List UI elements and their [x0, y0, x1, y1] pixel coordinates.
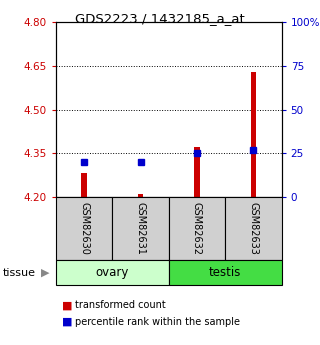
- Text: GSM82631: GSM82631: [136, 202, 146, 255]
- Text: testis: testis: [209, 266, 241, 279]
- Text: ■: ■: [62, 300, 73, 310]
- Bar: [112, 197, 169, 260]
- Text: GSM82633: GSM82633: [248, 202, 259, 255]
- Bar: [194, 147, 200, 197]
- Bar: [251, 72, 256, 197]
- Text: percentile rank within the sample: percentile rank within the sample: [75, 317, 240, 326]
- Text: ■: ■: [62, 317, 73, 326]
- Bar: [169, 197, 225, 260]
- Bar: [56, 197, 112, 260]
- Text: ovary: ovary: [96, 266, 129, 279]
- Text: GDS2223 / 1432185_a_at: GDS2223 / 1432185_a_at: [75, 12, 245, 25]
- Bar: [81, 174, 87, 197]
- Text: GSM82630: GSM82630: [79, 202, 89, 255]
- Bar: [169, 260, 282, 285]
- Bar: [225, 197, 282, 260]
- Text: ▶: ▶: [41, 268, 49, 277]
- Bar: [56, 260, 169, 285]
- Text: GSM82632: GSM82632: [192, 202, 202, 255]
- Text: tissue: tissue: [3, 268, 36, 277]
- Text: transformed count: transformed count: [75, 300, 166, 310]
- Bar: [138, 194, 143, 197]
